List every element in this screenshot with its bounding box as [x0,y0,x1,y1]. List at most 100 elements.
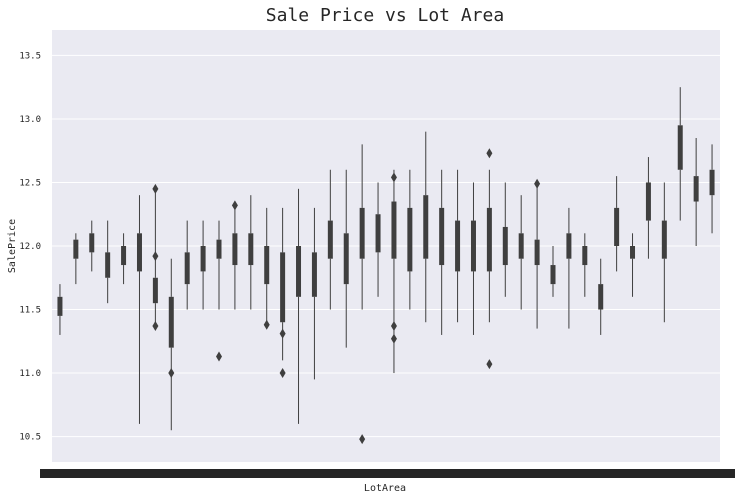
box-plot [423,131,429,323]
box-iqr [550,265,556,285]
box-plot [168,258,175,431]
box-plot [518,195,524,310]
y-tick-label: 11.0 [19,369,41,379]
box-plot [121,233,127,285]
box-outlier-marker [486,148,493,159]
box-plot [390,169,397,374]
box-plot [677,87,683,221]
y-gridlines [52,54,720,438]
box-iqr [168,296,174,348]
box-plot [89,220,95,272]
box-outlier-marker [152,321,159,332]
box-outlier-marker [279,328,286,339]
box-plot [645,157,651,259]
box-iqr [645,182,651,221]
box-plot [136,195,142,424]
box-iqr [248,233,254,266]
box-plot [630,233,636,297]
box-plot [216,220,222,362]
box-iqr [296,246,302,297]
box-plot [566,207,572,329]
box-iqr [486,207,492,272]
box-iqr [518,233,524,259]
box-plot [598,258,604,335]
box-outlier-marker [390,333,397,344]
box-iqr [455,220,461,272]
box-outlier-marker [359,434,366,445]
box-plot [343,169,349,348]
box-plot [200,220,206,310]
box-plot [359,144,366,445]
y-tick-label: 10.5 [19,433,41,443]
y-tick-labels: 10.5 11.0 11.5 12.0 12.5 13.0 13.5 [19,51,41,442]
box-plot [661,182,667,323]
y-tick-label: 12.5 [19,178,41,188]
y-axis-label: SalePrice [7,219,18,273]
box-iqr [232,233,238,266]
box-plot [73,233,79,285]
box-plot [279,207,286,379]
box-outlier-marker [390,172,397,183]
box-iqr [375,214,381,253]
box-iqr [407,207,413,272]
box-plot [614,176,620,272]
box-iqr [121,246,127,266]
box-iqr [216,239,222,259]
box-iqr [598,284,604,310]
box-iqr [439,207,445,266]
box-outlier-marker [486,359,493,370]
box-iqr [582,246,588,266]
box-iqr [709,169,715,196]
box-plot [263,207,270,330]
box-plots [57,87,715,445]
box-iqr [677,125,683,170]
box-outlier-marker [168,368,175,379]
chart-title: Sale Price vs Lot Area [266,5,504,26]
box-outlier-marker [152,251,159,262]
box-iqr [105,252,111,278]
y-tick-label: 11.5 [19,306,41,316]
box-plot [105,220,111,304]
box-plot [582,233,588,297]
box-iqr [136,233,142,272]
box-iqr [502,226,508,266]
box-plot [407,169,413,310]
box-iqr [661,220,667,259]
box-iqr [89,233,95,253]
box-iqr [534,239,540,266]
box-plot [502,182,508,297]
box-plot [439,169,445,335]
box-outlier-marker [263,319,270,330]
x-tick-labels-overlapping [40,469,735,478]
box-plot [296,188,302,424]
y-tick-label: 13.0 [19,115,41,125]
box-iqr [200,246,206,272]
box-plot [327,169,333,310]
box-iqr [423,195,429,259]
box-plot [184,220,190,310]
box-plot [311,207,317,380]
box-iqr [614,207,620,246]
box-iqr [359,207,365,259]
box-iqr [693,176,699,202]
box-iqr [343,233,349,285]
box-outlier-marker [231,200,238,211]
box-iqr [152,277,158,304]
box-plot [486,148,493,370]
box-iqr [73,239,79,259]
box-plot [534,178,541,329]
x-axis-label: LotArea [364,483,406,494]
box-outlier-marker [390,321,397,332]
box-iqr [264,246,270,285]
box-iqr [311,252,317,297]
box-iqr [327,220,333,259]
box-outlier-marker [152,183,159,194]
box-plot [375,182,381,297]
box-plot [709,144,715,234]
y-tick-label: 12.0 [19,242,41,252]
box-iqr [57,296,63,316]
box-iqr [391,201,397,259]
box-iqr [470,220,476,272]
box-plot [693,138,699,246]
